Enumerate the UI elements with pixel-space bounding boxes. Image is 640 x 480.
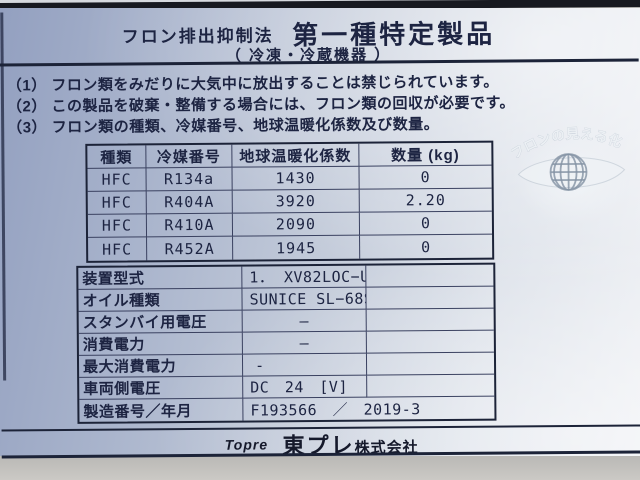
spec-value-serial: F193566 ／ 2019-3 [250, 399, 421, 420]
table-cell-empty [366, 352, 495, 376]
table-cell: 0 [359, 165, 492, 190]
table-cell: R404A [146, 190, 233, 215]
fluorocarbon-visibility-stamp: フロンの見える化 [511, 126, 625, 191]
law-name: フロン排出抑制法 [121, 26, 274, 47]
spec-value-model: 1． XV82LOC−U [242, 265, 367, 289]
label-left-border [0, 12, 7, 381]
spec-value-vehicle-voltage: DC 24 [V] [243, 375, 368, 399]
column-header-type: 種類 [87, 145, 147, 169]
table-cell-empty [366, 308, 494, 332]
column-header-quantity: 数量 (kg) [359, 142, 492, 167]
spec-label-model: 装置型式 [78, 266, 243, 290]
column-header-gwp: 地球温暖化係数 [232, 143, 360, 168]
note-3: （3） フロン類の種類、冷媒番号、地球温暖化係数及び数量。 [7, 116, 440, 137]
table-cell: 1945 [233, 235, 361, 260]
table-cell: HFC [88, 237, 148, 261]
table-cell: HFC [87, 191, 147, 215]
table-cell: R452A [147, 236, 234, 261]
notes-block: （1） フロン類をみだりに大気中に放出することは禁じられています。 （2） この… [7, 71, 567, 138]
note-2: （2） この製品を破棄・整備する場合には、フロン類の回収が必要です。 [6, 94, 516, 116]
spec-value-power: — [242, 331, 367, 355]
spec-label-power: 消費電力 [78, 332, 243, 356]
spec-label-vehicle-voltage: 車両側電圧 [79, 376, 244, 400]
specified-product-label: フロン排出抑制法 第一種特定製品 （ 冷凍・冷蔵機器 ） （1） フロン類をみだ… [0, 8, 640, 459]
table-cell: 2090 [232, 212, 361, 237]
table-cell: 0 [359, 211, 493, 236]
table-cell: HFC [87, 168, 147, 192]
table-cell: 0 [421, 237, 432, 256]
spec-value-max-power: - [242, 353, 368, 377]
spec-label-max-power: 最大消費電力 [78, 354, 244, 378]
refrigerant-table: 種類 冷媒番号 地球温暖化係数 数量 (kg) HFC R134a 1430 0… [85, 140, 495, 263]
spec-value-oil: SUNICE SL−68SP [242, 287, 367, 311]
topre-wordmark: Topre [224, 436, 269, 453]
globe-icon [549, 153, 588, 191]
table-cell: R134a [146, 167, 233, 192]
table-cell-empty [366, 286, 494, 310]
table-cell: HFC [87, 214, 148, 238]
table-cell-empty [367, 374, 495, 398]
table-cell: 1430 [232, 166, 360, 191]
table-cell-empty [366, 330, 494, 354]
spec-label-oil: オイル種類 [78, 288, 243, 312]
table-cell: 3920 [232, 189, 360, 214]
spec-value-standby-voltage: — [242, 309, 367, 333]
spec-table: 装置型式 1． XV82LOC−U オイル種類 SUNICE SL−68SP ス… [76, 262, 497, 424]
spec-label-serial: 製造番号／年月 [79, 398, 244, 422]
table-cell: 2.20 [359, 188, 492, 213]
table-cell: R410A [146, 213, 234, 238]
spec-label-standby-voltage: スタンバイ用電圧 [78, 310, 243, 334]
table-cell-empty [366, 264, 494, 288]
mounting-surface [0, 455, 640, 480]
column-header-refrigerant-no: 冷媒番号 [146, 144, 233, 169]
